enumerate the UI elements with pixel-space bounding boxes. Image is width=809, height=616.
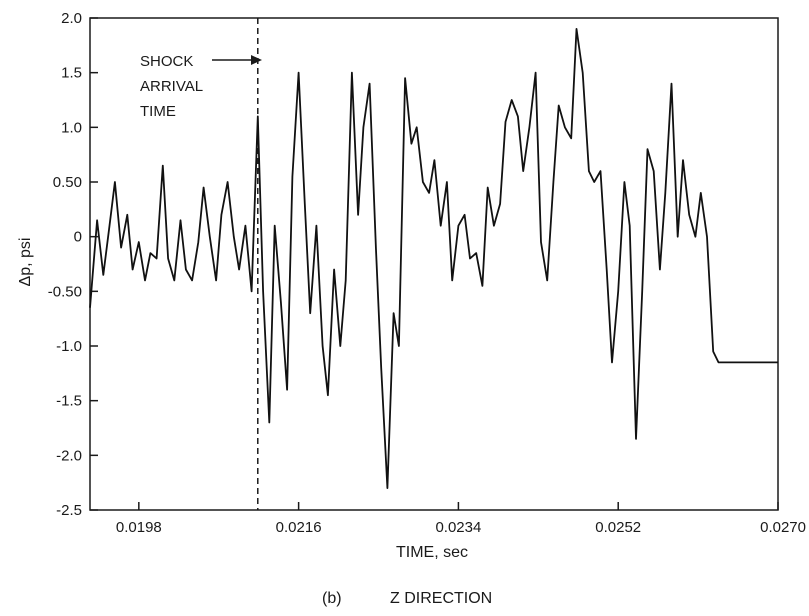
- annotation-line-3: TIME: [140, 103, 176, 120]
- y-tick-label: -2.5: [56, 502, 82, 519]
- y-tick-label: -2.0: [56, 447, 82, 464]
- x-tick-label: 0.0234: [435, 519, 481, 536]
- y-tick-label: 1.5: [61, 65, 82, 82]
- y-tick-label: 1.0: [61, 119, 82, 136]
- annotation-line-1: SHOCK: [140, 53, 193, 70]
- x-tick-label: 0.0270: [760, 519, 806, 536]
- y-axis-ticks: 2.0 1.5 1.0 0.50 0 -0.50 -1.0 -1.5 -2.0 -2.5: [48, 10, 98, 519]
- plot-frame: [89, 17, 779, 511]
- caption: (b) Z DIRECTION: [322, 590, 492, 607]
- x-axis-ticks: 0.0198 0.0216 0.0234 0.0252 0.0270: [116, 502, 806, 536]
- annotation-line-2: ARRIVAL: [140, 78, 203, 95]
- caption-letter: (b): [322, 590, 342, 607]
- y-tick-label: -1.5: [56, 393, 82, 410]
- x-tick-label: 0.0216: [276, 519, 322, 536]
- y-tick-label: -0.50: [48, 283, 82, 300]
- series-line: [89, 28, 778, 489]
- y-tick-label: -1.0: [56, 338, 82, 355]
- y-tick-label: 0.50: [53, 174, 82, 191]
- annotation-arrow-head: [251, 55, 262, 65]
- y-axis-label: Δp, psi: [17, 238, 34, 287]
- shock-annotation: SHOCK ARRIVAL TIME: [140, 53, 262, 120]
- y-tick-label: 2.0: [61, 10, 82, 27]
- x-tick-label: 0.0252: [595, 519, 641, 536]
- y-tick-label: 0: [74, 229, 82, 246]
- x-tick-label: 0.0198: [116, 519, 162, 536]
- caption-text: Z DIRECTION: [390, 590, 492, 607]
- x-axis-label: TIME, sec: [396, 544, 468, 561]
